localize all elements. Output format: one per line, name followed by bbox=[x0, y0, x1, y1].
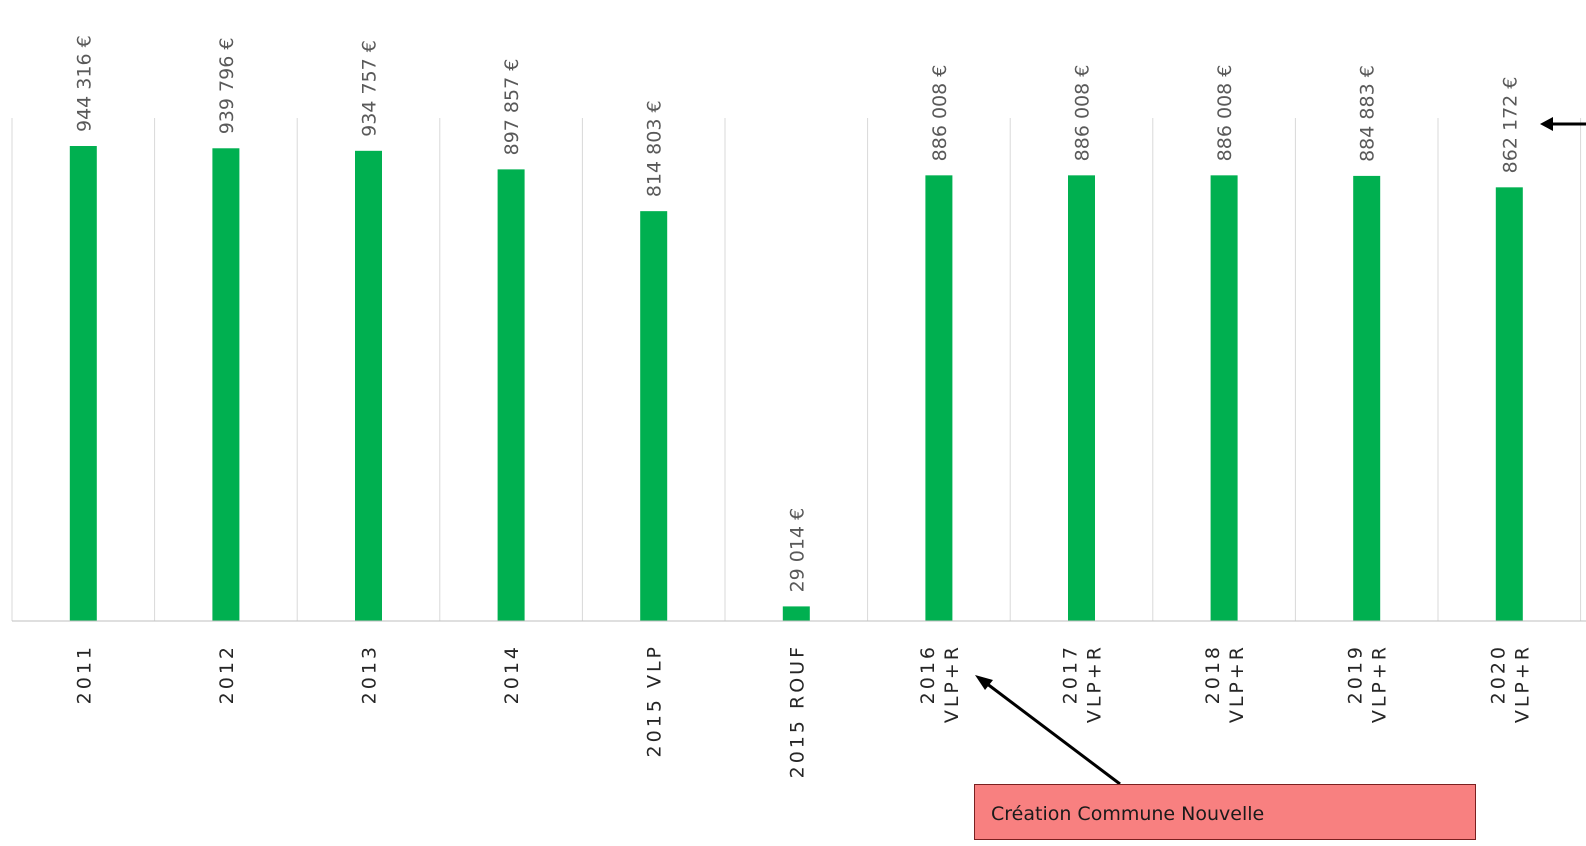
data-label: 862 172 € bbox=[1499, 77, 1521, 174]
category-label: 2015 ROUF bbox=[786, 644, 808, 778]
category-label: 2017 bbox=[1060, 644, 1082, 704]
annotation-arrows bbox=[975, 117, 1586, 786]
category-label: 2016 bbox=[917, 644, 939, 704]
data-label: 886 008 € bbox=[929, 65, 951, 162]
category-label: VLP+R bbox=[1369, 644, 1391, 723]
bar bbox=[1068, 175, 1095, 621]
category-label: 2018 bbox=[1202, 644, 1224, 704]
annotation-text: Création Commune Nouvelle bbox=[991, 803, 1265, 825]
category-label: 2013 bbox=[359, 644, 381, 704]
data-label: 814 803 € bbox=[644, 100, 666, 197]
data-label: 897 857 € bbox=[501, 59, 523, 156]
category-label: 2014 bbox=[501, 644, 523, 704]
bar bbox=[212, 148, 240, 622]
bar bbox=[497, 169, 525, 621]
category-axis-labels: 2011 2012 2013 2014 2015 VLP 2015 ROUF 2016 VLP… bbox=[73, 644, 1533, 778]
bar-series bbox=[69, 146, 1523, 622]
bar bbox=[355, 150, 382, 621]
category-label: VLP+R bbox=[941, 644, 963, 723]
category-label: VLP+R bbox=[1511, 644, 1533, 723]
annotation-callout: Création Commune Nouvelle bbox=[974, 784, 1476, 840]
bar bbox=[782, 606, 810, 621]
bar bbox=[1495, 187, 1523, 621]
data-label: 939 796 € bbox=[216, 38, 238, 135]
data-label: 944 316 € bbox=[73, 35, 95, 132]
category-label: 2020 bbox=[1487, 644, 1509, 704]
callout-arrow-head bbox=[975, 675, 993, 690]
bar bbox=[640, 211, 668, 621]
category-label: VLP+R bbox=[1084, 644, 1106, 723]
bar bbox=[1353, 175, 1381, 621]
bar bbox=[1210, 175, 1238, 621]
data-label: 886 008 € bbox=[1072, 65, 1094, 162]
category-gridlines bbox=[11, 118, 1582, 621]
category-label: 2011 bbox=[73, 644, 95, 704]
category-label: 2012 bbox=[216, 644, 238, 704]
edge-arrow-head bbox=[1540, 117, 1553, 131]
category-label: VLP+R bbox=[1226, 644, 1248, 723]
data-label: 934 757 € bbox=[359, 40, 381, 137]
bar bbox=[69, 146, 97, 622]
data-labels: 944 316 € 939 796 € 934 757 € 897 857 € 814 … bbox=[73, 35, 1521, 592]
callout-arrow bbox=[981, 678, 1121, 786]
category-label: 2015 VLP bbox=[644, 644, 666, 757]
data-label: 29 014 € bbox=[786, 508, 808, 593]
data-label: 886 008 € bbox=[1214, 65, 1236, 162]
bar bbox=[925, 175, 953, 621]
category-label: 2019 bbox=[1345, 644, 1367, 704]
data-label: 884 883 € bbox=[1357, 65, 1379, 162]
